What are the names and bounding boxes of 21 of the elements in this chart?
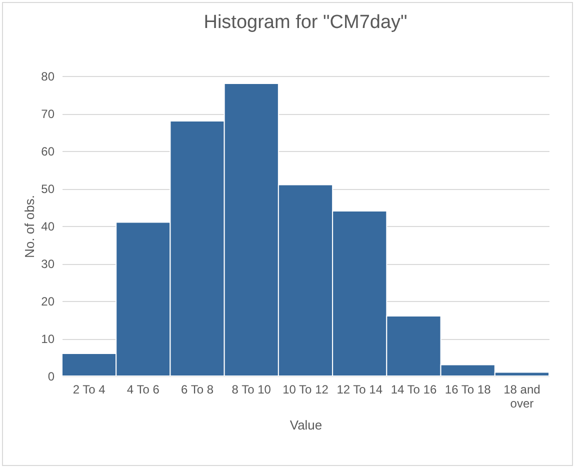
y-tick-label: 50 (41, 182, 55, 196)
x-tick-label: 2 To 4 (72, 382, 106, 396)
x-tick-label: 14 To 16 (390, 382, 437, 396)
x-tick-label: 8 To 10 (232, 382, 272, 396)
x-tick-label: 4 To 6 (126, 382, 160, 396)
y-tick-label: 20 (41, 294, 55, 308)
y-tick-label: 70 (41, 107, 55, 121)
x-tick-label: 12 To 14 (336, 382, 383, 396)
x-tick-label: 18 and over (504, 382, 540, 410)
x-tick-label: 16 To 18 (444, 382, 492, 396)
y-tick-label: 60 (41, 144, 55, 158)
y-tick-label: 80 (41, 70, 55, 84)
y-tick-label: 10 (41, 332, 55, 346)
y-tick-label: 0 (48, 370, 55, 384)
y-tick-label: 40 (41, 220, 55, 234)
x-tick-label: 6 To 8 (181, 382, 214, 396)
x-tick-label: 10 To 12 (282, 382, 329, 396)
x-axis-title: Value (290, 418, 322, 432)
chart-title: Histogram for "CM7day" (204, 12, 408, 33)
y-tick-label: 30 (41, 257, 55, 271)
y-axis-title: No. of obs. (22, 195, 38, 258)
